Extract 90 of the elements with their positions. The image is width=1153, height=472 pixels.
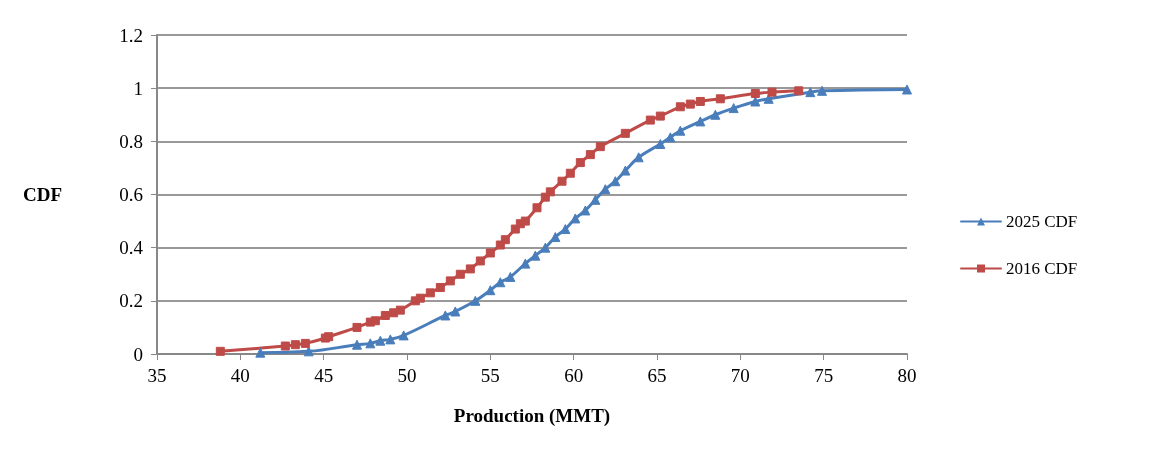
point xyxy=(255,347,266,358)
y-tick-label: 0.6 xyxy=(119,184,143,205)
point xyxy=(902,84,912,95)
point xyxy=(485,285,496,296)
x-tick-label: 45 xyxy=(314,365,334,386)
point xyxy=(500,235,510,245)
point xyxy=(470,295,481,306)
y-tick-label: 0 xyxy=(133,343,143,365)
point xyxy=(303,346,314,357)
point xyxy=(540,242,551,253)
point xyxy=(520,216,530,226)
y-tick-label: 0.4 xyxy=(119,237,144,259)
point xyxy=(290,340,300,350)
point xyxy=(545,187,555,197)
point xyxy=(595,142,605,152)
point xyxy=(520,258,531,269)
point xyxy=(440,310,451,321)
point xyxy=(557,176,567,186)
point xyxy=(715,94,725,104)
point xyxy=(655,111,665,121)
point xyxy=(585,150,595,160)
point xyxy=(530,250,541,261)
point xyxy=(794,86,804,96)
point xyxy=(600,184,611,195)
point xyxy=(398,330,409,341)
point xyxy=(455,269,465,279)
point xyxy=(352,339,362,350)
point xyxy=(610,176,621,187)
point xyxy=(445,276,455,286)
point xyxy=(435,283,445,293)
y-tick-label: 0.8 xyxy=(119,130,143,152)
point xyxy=(580,205,591,216)
point xyxy=(620,128,630,138)
point xyxy=(370,316,380,326)
point xyxy=(324,332,334,342)
point xyxy=(685,99,695,109)
legend-label: 2025 CDF xyxy=(1006,212,1078,231)
y-tick-label: 1 xyxy=(133,77,143,99)
point xyxy=(817,85,827,96)
point xyxy=(695,116,706,127)
x-tick-label: 35 xyxy=(147,365,167,386)
point xyxy=(415,293,425,303)
x-tick-label: 55 xyxy=(480,365,500,386)
point xyxy=(590,194,601,205)
point xyxy=(395,305,405,315)
y-tick-label: 1.2 xyxy=(119,24,143,46)
point xyxy=(675,102,685,112)
x-tick-label: 80 xyxy=(897,365,917,386)
point xyxy=(380,310,390,320)
point xyxy=(300,338,310,348)
point xyxy=(475,256,485,266)
point xyxy=(767,87,777,97)
point xyxy=(280,341,290,351)
point xyxy=(565,168,575,178)
point xyxy=(560,224,571,235)
point xyxy=(570,213,581,224)
point xyxy=(375,335,386,346)
x-tick-label: 60 xyxy=(564,365,584,386)
point xyxy=(655,138,666,149)
point xyxy=(750,88,760,98)
point xyxy=(385,334,396,345)
point xyxy=(425,288,435,298)
point xyxy=(575,158,585,168)
point xyxy=(465,264,475,274)
point xyxy=(495,277,506,288)
point xyxy=(505,271,516,282)
point xyxy=(695,96,705,106)
x-tick-label: 75 xyxy=(814,365,834,386)
point xyxy=(532,203,542,213)
point xyxy=(620,165,631,176)
x-tick-label: 50 xyxy=(397,365,417,386)
point xyxy=(365,338,376,349)
point xyxy=(805,87,816,98)
point xyxy=(485,248,495,258)
y-axis-title: CDF xyxy=(22,184,62,205)
point xyxy=(710,109,721,120)
x-tick-label: 65 xyxy=(647,365,667,386)
x-tick-label: 70 xyxy=(730,365,750,386)
y-tick-label: 0.2 xyxy=(119,290,143,312)
point xyxy=(675,125,686,136)
x-axis-title: Production (MMT) xyxy=(453,405,611,427)
point xyxy=(550,232,561,243)
point xyxy=(450,306,461,317)
legend-label: 2016 CDF xyxy=(1006,259,1078,278)
point xyxy=(728,103,739,114)
x-tick-label: 40 xyxy=(230,365,250,386)
point xyxy=(215,346,225,356)
point xyxy=(352,322,362,332)
point xyxy=(665,132,676,143)
point xyxy=(645,115,655,125)
